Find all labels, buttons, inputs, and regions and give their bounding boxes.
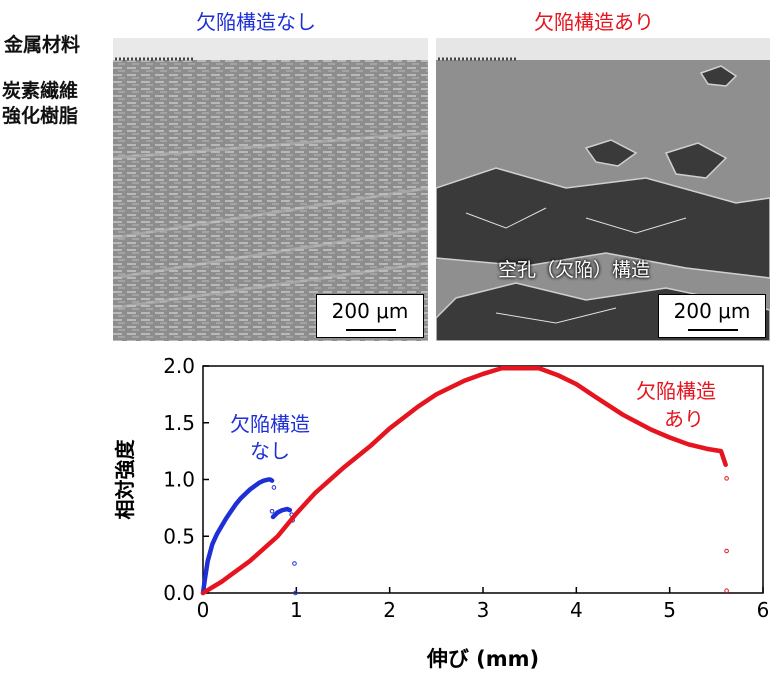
x-tick-label: 6 [757,598,770,622]
legend-no-defect-line1: 欠陥構造 [230,412,310,436]
scale-bar-right-line [688,329,738,331]
left-panel-title: 欠陥構造なし [196,10,316,34]
series-layer [200,366,729,596]
scale-bar-left-line [346,329,396,331]
x-tick-label: 1 [290,598,303,622]
x-tick-label: 4 [570,598,583,622]
x-tick-label: 3 [477,598,490,622]
legend-with-defect-line2: あり [664,407,704,431]
y-tick-label: 0.5 [163,524,195,548]
x-tick-label: 5 [663,598,676,622]
scale-bar-right: 200 μm [658,294,766,338]
series-line-0-segment2 [270,506,293,520]
y-tick-label: 1.0 [163,468,195,492]
cfrp-label-line1: 炭素繊維 [2,80,79,102]
void-structure-label: 空孔（欠陥）構造 [498,259,651,281]
metal-layer-label: 金属材料 [4,34,81,56]
scale-bar-left-text: 200 μm [331,299,409,323]
series-point-1 [724,476,729,481]
y-tick-label: 0.0 [163,581,195,605]
x-axis-label: 伸び (mm) [426,647,539,671]
y-tick-label: 2.0 [163,354,195,378]
y-axis-label: 相対強度 [113,439,137,520]
x-tick-label: 2 [383,598,396,622]
x-tick-label: 0 [197,598,210,622]
scale-bar-left: 200 μm [316,294,424,338]
series-point-1 [724,548,729,554]
cfrp-label-line2: 強化樹脂 [2,105,79,127]
scale-bar-right-text: 200 μm [673,299,751,323]
right-panel-title: 欠陥構造あり [534,10,654,34]
axis-ticks: 0 1 2 3 4 5 6 0.0 0.5 1.0 1.5 2.0 [163,354,769,622]
micrograph-with-defect: 空孔（欠陥）構造 200 μm [436,38,770,341]
strength-elongation-chart: 0 1 2 3 4 5 6 0.0 0.5 1.0 1.5 2.0 伸び (mm) 相対強度 欠陥構造… [113,354,769,671]
legend-no-defect-line2: なし [250,439,290,463]
series-line-1 [200,366,728,596]
series-point-0 [293,590,298,596]
y-tick-label: 1.5 [163,411,195,435]
legend-with-defect-line1: 欠陥構造 [636,379,716,403]
series-line-0 [200,477,275,596]
series-point-0 [271,485,277,490]
series-point-1 [724,588,729,594]
series-point-0 [292,561,297,566]
micrograph-no-defect: 200 μm [113,38,428,341]
series-point-0 [269,508,275,514]
